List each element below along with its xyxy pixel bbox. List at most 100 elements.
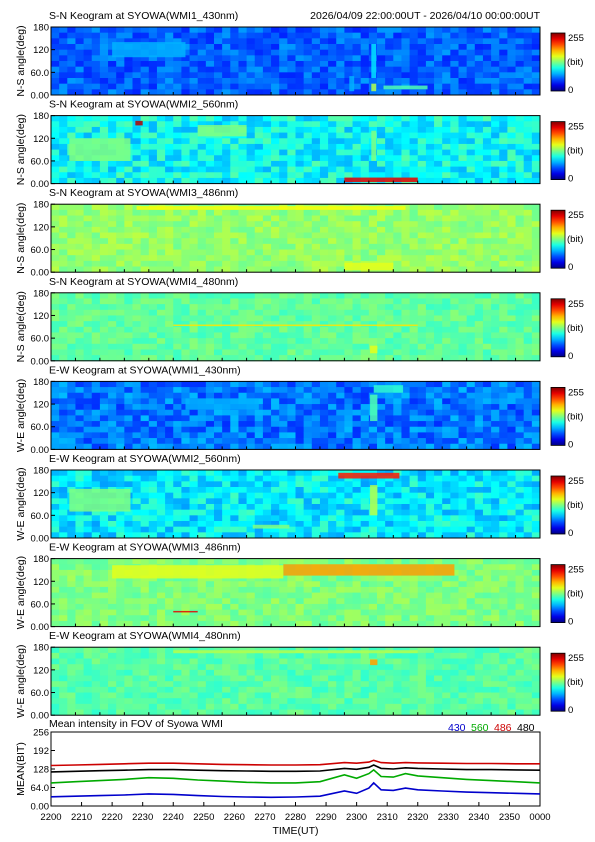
heatmap-cell xyxy=(352,526,362,533)
heatmap-cell xyxy=(108,515,117,522)
heatmap-cell xyxy=(148,55,158,62)
heatmap-cell xyxy=(499,160,508,167)
heatmap-cell xyxy=(328,238,337,245)
heatmap-cell xyxy=(425,292,435,299)
heatmap-cell xyxy=(108,586,117,593)
heatmap-cell xyxy=(271,149,280,156)
heatmap-cell xyxy=(328,298,337,305)
heatmap-cell xyxy=(238,470,247,477)
heatmap-cell xyxy=(515,38,525,45)
heatmap-cell xyxy=(360,121,370,128)
heatmap-cell xyxy=(75,481,84,488)
heatmap-cell xyxy=(99,126,109,133)
colorbar: 255(bit)0 xyxy=(550,298,584,362)
heatmap-cell xyxy=(254,432,264,439)
heatmap-cell xyxy=(51,526,60,533)
heatmap-cell xyxy=(262,298,272,305)
heatmap-cell xyxy=(531,432,541,439)
heatmap-cell xyxy=(148,226,158,233)
heatmap-cell xyxy=(287,172,296,179)
heatmap-cell xyxy=(352,155,362,162)
keogram-panel: E-W Keogram at SYOWA(WMI2_560nm)18012060… xyxy=(15,453,584,545)
heatmap-cell xyxy=(108,404,117,411)
heatmap-cell xyxy=(368,232,378,239)
heatmap-cell xyxy=(523,255,533,262)
heatmap-cell xyxy=(368,521,378,528)
heatmap-cell xyxy=(458,321,468,328)
heatmap-cell xyxy=(417,332,427,339)
heatmap-cell xyxy=(67,421,76,428)
heatmap-cell xyxy=(99,515,109,522)
heatmap-cell xyxy=(368,243,378,250)
heatmap-cell xyxy=(189,172,199,179)
heatmap-cell xyxy=(515,49,525,56)
heatmap-cell xyxy=(197,215,207,222)
heatmap-cell xyxy=(99,521,109,528)
heatmap-cell xyxy=(531,215,541,222)
heatmap-cell xyxy=(336,298,345,305)
heatmap-cell xyxy=(116,343,125,350)
heatmap-cell xyxy=(344,381,353,388)
heatmap-cell xyxy=(205,221,215,228)
heatmap-cell xyxy=(499,392,508,399)
heatmap-cell xyxy=(499,266,508,273)
heatmap-cell xyxy=(295,609,305,616)
heatmap-cell xyxy=(51,487,60,494)
heatmap-cell xyxy=(409,238,419,245)
heatmap-cell xyxy=(515,432,525,439)
heatmap-cell xyxy=(515,121,525,128)
heatmap-cell xyxy=(531,475,541,482)
heatmap-cell xyxy=(165,438,174,445)
heatmap-cell xyxy=(466,44,476,51)
heatmap-cell xyxy=(67,609,76,616)
heatmap-cell xyxy=(531,481,541,488)
heatmap-cell xyxy=(156,415,166,422)
heatmap-cell xyxy=(360,255,370,262)
heatmap-cell xyxy=(230,515,239,522)
heatmap-cell xyxy=(295,155,305,162)
heatmap-cell xyxy=(165,470,174,477)
heatmap-cells xyxy=(51,292,541,362)
heatmap-cell xyxy=(295,481,305,488)
heatmap-cell xyxy=(214,415,223,422)
heatmap-cell xyxy=(214,343,223,350)
heatmap-cell xyxy=(124,421,133,428)
heatmap-cell xyxy=(132,138,142,145)
heatmap-cell xyxy=(303,615,313,622)
heatmap-cell xyxy=(287,381,296,388)
heatmap-cell xyxy=(140,38,150,45)
heatmap-cell xyxy=(108,509,117,516)
heatmap-cell xyxy=(67,526,76,533)
heatmap-cell xyxy=(466,381,476,388)
heatmap-cell xyxy=(319,586,329,593)
heatmap-cell xyxy=(108,475,117,482)
y-tick-label: 60.0 xyxy=(31,511,50,522)
heatmap-cell xyxy=(319,298,329,305)
heatmap-cell xyxy=(482,292,492,299)
heatmap-cell xyxy=(368,475,378,482)
heatmap-cell xyxy=(393,143,402,150)
heatmap-cell xyxy=(148,592,158,599)
heatmap-cell xyxy=(303,381,313,388)
heatmap-cell xyxy=(409,349,419,356)
heatmap-cell xyxy=(295,343,305,350)
heatmap-cell xyxy=(230,243,239,250)
heatmap-cell xyxy=(189,321,199,328)
heatmap-cell xyxy=(99,160,109,167)
heatmap-cell xyxy=(156,315,166,322)
heatmap-cell xyxy=(140,398,150,405)
heatmap-cell xyxy=(148,149,158,156)
heatmap-cell xyxy=(246,526,256,533)
heatmap-cell xyxy=(165,487,174,494)
heatmap-cell xyxy=(116,532,125,539)
heatmap-cell xyxy=(140,298,150,305)
heatmap-cell xyxy=(466,387,476,394)
heatmap-cell xyxy=(434,83,443,90)
heatmap-cell xyxy=(181,343,190,350)
heatmap-cell xyxy=(385,172,394,179)
heatmap-cell xyxy=(254,603,264,610)
heatmap-cell xyxy=(368,292,378,299)
heatmap-cell xyxy=(246,249,256,256)
heatmap-cell xyxy=(303,338,313,345)
heatmap-cell xyxy=(287,409,296,416)
